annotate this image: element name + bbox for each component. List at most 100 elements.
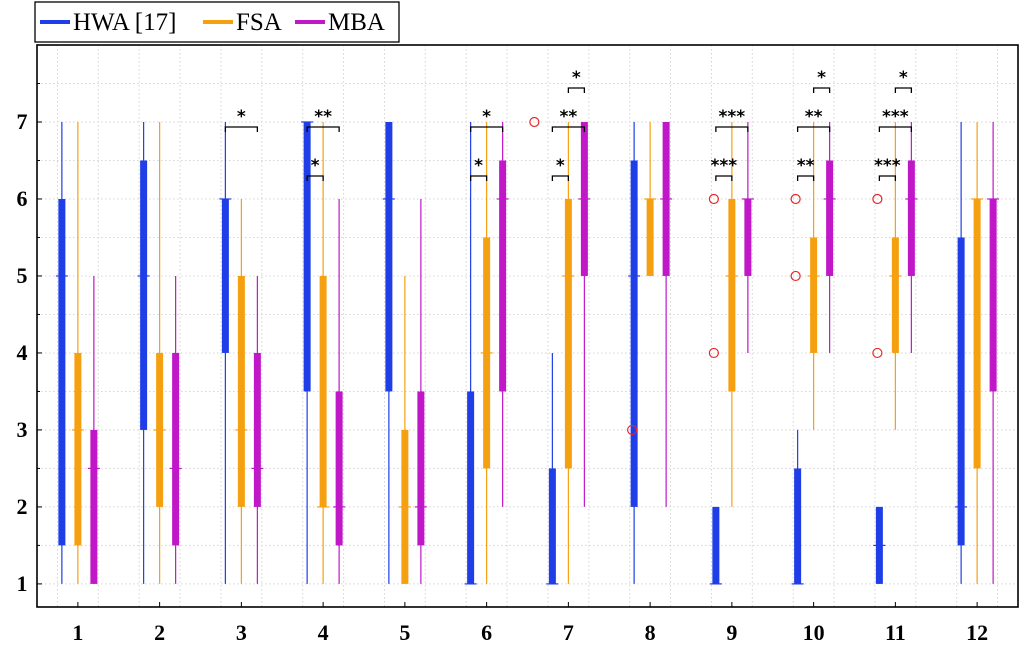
box-iqr [826, 160, 834, 276]
box-iqr [385, 121, 393, 392]
box-mba-8 [660, 121, 673, 507]
significance-label: *** [719, 107, 746, 127]
box-iqr [335, 391, 343, 546]
box-mba-5 [414, 198, 427, 584]
boxes [55, 116, 1000, 585]
box-iqr [646, 198, 654, 276]
x-tick-label: 5 [399, 620, 410, 645]
box-iqr [74, 352, 82, 546]
significance-brackets: **************************** [224, 68, 913, 181]
box-iqr [973, 198, 981, 469]
box-iqr [237, 275, 245, 507]
box-hwa-2 [137, 121, 150, 584]
significance-bracket: * [469, 107, 504, 132]
bracket-line [469, 175, 488, 181]
box-fsa-11 [872, 121, 902, 430]
significance-bracket: *** [874, 156, 901, 181]
grid [37, 45, 1018, 607]
outlier-point [708, 347, 719, 359]
significance-label: * [311, 156, 320, 176]
box-mba-6 [496, 121, 509, 507]
box-fsa-1 [71, 121, 84, 584]
box-fsa-9 [708, 121, 738, 507]
box-iqr [794, 468, 802, 584]
y-tick-label: 2 [17, 494, 28, 519]
significance-bracket: * [567, 68, 586, 93]
bracket-line [551, 175, 570, 181]
box-fsa-12 [971, 121, 984, 584]
box-hwa-6 [464, 121, 477, 585]
box-iqr [728, 198, 736, 392]
box-iqr [221, 198, 229, 353]
x-tick-label: 6 [481, 620, 492, 645]
outlier-point [627, 424, 638, 436]
significance-bracket: * [224, 107, 259, 132]
bracket-line [878, 126, 913, 132]
box-hwa-3 [219, 121, 232, 584]
box-mba-12 [987, 121, 1000, 584]
x-tick-label: 2 [154, 620, 165, 645]
significance-label: * [237, 107, 246, 127]
significance-bracket: * [551, 156, 570, 181]
box-fsa-3 [235, 198, 248, 584]
significance-bracket: ** [797, 156, 815, 181]
box-iqr [58, 198, 66, 546]
box-iqr [744, 198, 752, 276]
plot-frame [36, 44, 1019, 608]
significance-label: * [899, 68, 908, 88]
box-hwa-9 [709, 506, 722, 585]
bracket-line [306, 175, 324, 181]
significance-bracket: ** [306, 107, 340, 132]
significance-label: ** [314, 107, 332, 127]
outlier-point [872, 193, 883, 205]
box-fsa-2 [153, 121, 166, 584]
x-tick-label: 1 [72, 620, 83, 645]
bracket-line [894, 87, 913, 93]
significance-label: * [817, 68, 826, 88]
significance-label: *** [711, 156, 738, 176]
box-mba-7 [578, 121, 591, 507]
bracket-line [796, 175, 815, 181]
box-fsa-10 [790, 121, 820, 430]
bracket-line [306, 126, 340, 132]
box-iqr [499, 160, 507, 392]
box-fsa-5 [398, 275, 411, 584]
box-mba-11 [905, 121, 918, 353]
significance-label: * [556, 156, 565, 176]
box-fsa-8 [627, 121, 657, 436]
significance-bracket: *** [715, 107, 749, 132]
box-mba-1 [87, 275, 100, 584]
significance-label: *** [882, 107, 909, 127]
y-tick-label: 5 [17, 263, 28, 288]
box-iqr [907, 160, 915, 276]
box-fsa-6 [480, 121, 493, 584]
x-tick-label: 11 [885, 620, 906, 645]
x-tick-label: 12 [966, 620, 988, 645]
box-hwa-10 [791, 429, 804, 585]
bracket-line [469, 126, 504, 132]
outlier-point [708, 193, 719, 205]
x-tick-label: 8 [645, 620, 656, 645]
x-tick-label: 4 [318, 620, 329, 645]
box-iqr [253, 352, 261, 507]
box-iqr [417, 391, 425, 546]
box-mba-9 [741, 121, 754, 353]
outlier-point [790, 270, 801, 282]
outlier-point [872, 347, 883, 359]
box-iqr [548, 468, 556, 584]
box-iqr [891, 237, 899, 353]
significance-label: * [482, 107, 491, 127]
bracket-line [812, 87, 831, 93]
box-mba-2 [169, 275, 182, 584]
y-tick-label: 6 [17, 186, 28, 211]
box-hwa-7 [529, 116, 559, 585]
significance-bracket: * [469, 156, 488, 181]
significance-bracket: * [894, 68, 913, 93]
box-mba-3 [251, 275, 264, 584]
box-fsa-7 [562, 121, 575, 584]
significance-bracket: *** [878, 107, 913, 132]
x-tick-label: 9 [726, 620, 737, 645]
bracket-line [551, 126, 586, 132]
significance-label: * [572, 68, 581, 88]
